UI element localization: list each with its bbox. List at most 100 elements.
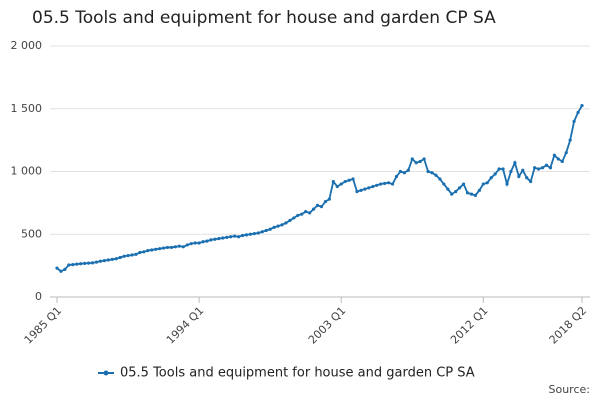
y-tick-label: 0 <box>35 290 42 303</box>
data-point <box>177 244 181 248</box>
data-point <box>225 235 229 239</box>
data-point <box>260 230 264 234</box>
data-point <box>564 151 568 155</box>
data-point <box>272 225 276 229</box>
data-point <box>402 171 406 175</box>
data-point <box>458 186 462 190</box>
data-point <box>497 167 501 171</box>
data-point <box>284 221 288 225</box>
series-line <box>56 105 583 273</box>
data-point <box>71 263 75 267</box>
data-point <box>521 168 525 172</box>
data-point <box>544 163 549 167</box>
data-point <box>126 253 130 258</box>
data-point <box>509 169 513 174</box>
data-point <box>489 176 493 180</box>
data-point <box>446 187 450 191</box>
data-point <box>438 177 442 181</box>
data-point <box>98 259 103 263</box>
data-point <box>536 167 541 171</box>
data-point <box>213 237 217 241</box>
data-point <box>300 212 304 216</box>
data-point <box>481 182 485 186</box>
data-point <box>398 169 403 174</box>
data-point <box>501 167 505 171</box>
x-tick-label: 2018 Q2 <box>547 304 590 347</box>
data-point <box>158 247 162 251</box>
data-point <box>454 189 458 194</box>
data-point <box>197 241 201 245</box>
x-tick-label: 2012 Q1 <box>448 304 491 347</box>
data-point <box>110 257 114 261</box>
data-point <box>288 218 292 223</box>
chart-title: 05.5 Tools and equipment for house and g… <box>32 8 496 28</box>
data-point <box>296 213 300 218</box>
data-point <box>465 191 470 195</box>
data-point <box>217 237 221 241</box>
data-point <box>386 181 391 185</box>
data-point <box>102 259 106 263</box>
data-point <box>292 216 296 220</box>
data-point <box>540 166 545 170</box>
data-point <box>359 188 363 192</box>
data-point <box>229 235 233 239</box>
y-tick-label: 500 <box>21 227 42 240</box>
data-point <box>146 248 150 253</box>
data-point <box>556 157 560 161</box>
y-tick-label: 2 000 <box>11 39 43 52</box>
data-point <box>252 232 256 236</box>
data-point <box>426 169 430 174</box>
data-point <box>308 211 312 215</box>
data-point <box>323 200 328 204</box>
source: Source: <box>549 383 591 396</box>
data-point <box>134 252 138 256</box>
data-point <box>244 233 249 237</box>
data-point <box>106 258 110 262</box>
data-point <box>276 224 280 228</box>
data-point <box>154 247 158 251</box>
data-point <box>477 188 481 192</box>
data-point <box>568 138 572 142</box>
data-point <box>185 243 189 247</box>
data-point <box>379 182 383 186</box>
x-tick-label: 1985 Q1 <box>22 304 65 347</box>
y-tick-label: 1 000 <box>11 165 43 178</box>
data-point <box>59 269 63 273</box>
data-point <box>205 239 209 243</box>
data-point <box>473 193 478 197</box>
data-point <box>193 241 197 245</box>
data-point <box>363 187 367 191</box>
data-point <box>576 110 580 115</box>
data-point <box>493 172 497 176</box>
data-point <box>233 234 237 238</box>
data-point <box>331 179 335 184</box>
data-point <box>513 161 517 165</box>
data-point <box>461 182 466 186</box>
data-point <box>122 254 126 258</box>
data-point <box>371 184 375 189</box>
data-point <box>161 246 166 250</box>
x-tick-label: 1994 Q1 <box>164 304 207 347</box>
data-point <box>55 266 59 270</box>
data-point <box>94 260 99 264</box>
data-point <box>552 153 556 157</box>
data-point <box>335 184 339 189</box>
data-point <box>343 179 347 184</box>
data-point <box>533 166 537 170</box>
data-point <box>450 192 454 196</box>
data-point <box>118 255 122 260</box>
data-point <box>414 161 418 165</box>
data-point <box>67 263 71 267</box>
data-point <box>339 182 343 186</box>
data-point <box>181 245 185 249</box>
data-point <box>280 223 284 227</box>
legend-label: 05.5 Tools and equipment for house and g… <box>120 366 475 381</box>
data-point <box>83 261 87 265</box>
data-point <box>410 157 414 161</box>
data-point <box>114 257 118 261</box>
data-point <box>256 231 260 235</box>
data-point <box>517 174 521 179</box>
data-point <box>138 250 142 255</box>
data-point <box>209 238 213 242</box>
data-point <box>347 178 351 182</box>
